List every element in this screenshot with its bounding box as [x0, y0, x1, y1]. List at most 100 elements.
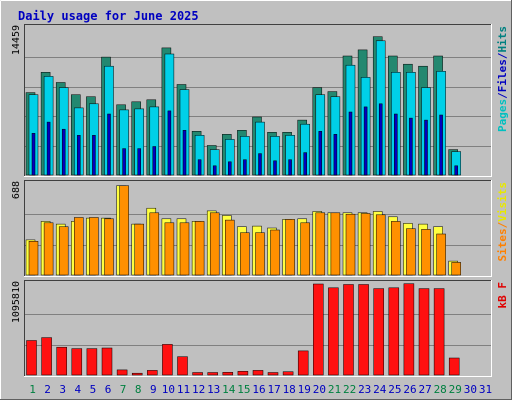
bar-kbytes	[192, 372, 203, 376]
x-tick-label: 25	[388, 383, 401, 396]
bar-sites	[209, 212, 220, 276]
bar-files	[454, 165, 458, 176]
x-tick-label: 26	[403, 383, 416, 396]
bar-files	[409, 117, 413, 176]
bar-sites	[360, 213, 371, 276]
x-tick-label: 8	[135, 383, 142, 396]
x-tick-label: 10	[162, 383, 175, 396]
bar-kbytes	[237, 371, 249, 376]
bar-files	[378, 103, 383, 176]
bar-kbytes	[252, 370, 264, 376]
ymax-label-top: 14459	[11, 25, 22, 55]
bar-files	[243, 159, 247, 176]
legend-entry: /	[496, 221, 509, 228]
bar-sites	[104, 218, 114, 276]
legend-entry: /	[496, 92, 509, 99]
bar-kbytes	[116, 369, 128, 376]
bar-sites	[270, 229, 280, 276]
legend-entry: Visits	[496, 182, 509, 222]
x-tick-label: 29	[449, 383, 462, 396]
x-tick-label: 14	[222, 383, 236, 396]
bar-files	[107, 113, 111, 176]
bar-files	[288, 159, 292, 176]
bar-files	[348, 111, 353, 176]
legend-entry: Files	[496, 59, 509, 92]
bar-kbytes	[147, 370, 158, 376]
bars-bottom	[26, 283, 460, 376]
bar-sites	[89, 217, 99, 276]
legend-top: Pages/Files/Hits	[496, 26, 509, 132]
bar-files	[31, 133, 36, 176]
bar-sites	[164, 222, 175, 276]
legend-entry: Sites	[496, 228, 509, 261]
bar-sites	[74, 217, 84, 276]
bar-kbytes	[297, 350, 309, 376]
bars-layer	[25, 36, 461, 376]
x-tick-label: 9	[150, 383, 157, 396]
bar-files	[333, 134, 338, 176]
bars-middle	[25, 185, 461, 276]
bar-sites	[375, 214, 386, 276]
bar-kbytes	[282, 371, 294, 376]
bar-kbytes	[403, 283, 415, 376]
bar-files	[394, 113, 398, 176]
bar-files	[182, 130, 187, 176]
bar-kbytes	[222, 372, 234, 376]
bar-kbytes	[448, 357, 460, 376]
bar-kbytes	[388, 287, 400, 376]
x-tick-label: 20	[313, 383, 326, 396]
x-tick-label: 5	[90, 383, 97, 396]
bar-files	[77, 135, 81, 176]
bar-kbytes	[343, 284, 354, 376]
x-tick-label: 12	[192, 383, 205, 396]
x-tick-label: 21	[328, 383, 341, 396]
bar-files	[137, 148, 141, 176]
bars-top	[25, 36, 461, 176]
bar-sites	[255, 232, 265, 276]
bar-kbytes	[162, 344, 173, 376]
legend-entry: /	[496, 52, 509, 59]
x-tick-label: 2	[44, 383, 51, 396]
bar-sites	[285, 219, 295, 276]
bar-sites	[345, 213, 356, 276]
bar-sites	[194, 221, 205, 276]
bar-files	[318, 131, 323, 176]
bar-kbytes	[313, 283, 324, 376]
x-tick-label: 16	[252, 383, 265, 396]
bar-sites	[315, 212, 326, 276]
bar-sites	[300, 222, 310, 276]
bar-kbytes	[56, 346, 67, 376]
bar-files	[424, 119, 428, 176]
bar-files	[61, 128, 66, 176]
bar-sites	[28, 241, 39, 276]
legend-entry: kB F	[496, 282, 509, 309]
bar-files	[167, 110, 172, 176]
bar-files	[303, 152, 307, 176]
bar-kbytes	[101, 347, 113, 376]
bar-sites	[43, 222, 54, 276]
bar-kbytes	[267, 372, 279, 376]
x-tick-label: 4	[74, 383, 81, 396]
bar-files	[152, 146, 157, 176]
bar-sites	[134, 223, 144, 276]
x-tick-label: 22	[343, 383, 356, 396]
bar-files	[212, 165, 217, 176]
x-tick-label: 1	[29, 383, 36, 396]
bar-files	[122, 148, 126, 176]
legend-bottom: kB F	[496, 282, 509, 309]
legend-entry: Pages	[496, 99, 509, 132]
bar-kbytes	[131, 372, 143, 376]
bar-files	[92, 135, 96, 176]
bar-files	[258, 153, 262, 176]
x-tick-label: 3	[59, 383, 66, 396]
bar-files	[197, 159, 202, 176]
bar-files	[363, 106, 368, 176]
bar-kbytes	[71, 348, 83, 376]
bar-files	[46, 121, 51, 176]
bar-sites	[240, 232, 250, 276]
x-tick-label: 28	[434, 383, 447, 396]
bar-kbytes	[418, 288, 430, 376]
x-tick-label: 6	[105, 383, 112, 396]
bar-sites	[330, 212, 341, 276]
